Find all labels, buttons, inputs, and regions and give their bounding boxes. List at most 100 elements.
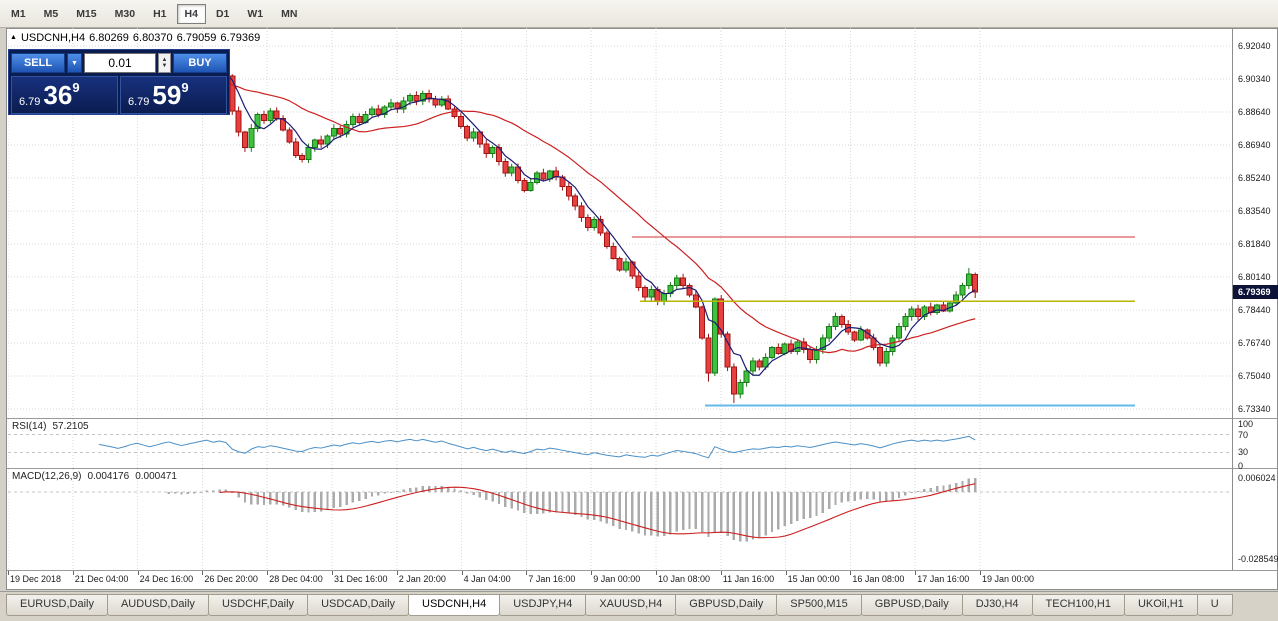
- expand-arrow-icon[interactable]: ▲: [10, 34, 17, 41]
- time-axis-tick: [785, 571, 787, 575]
- chart-tab-12[interactable]: UKOil,H1: [1123, 594, 1198, 616]
- buy-button[interactable]: BUY: [173, 53, 227, 73]
- price-axis-label: 6.90340: [1238, 74, 1271, 84]
- volume-input[interactable]: [84, 53, 156, 73]
- open-value: 6.80269: [89, 32, 129, 44]
- timeframe-button-m15[interactable]: M15: [68, 4, 104, 24]
- timeframe-button-m5[interactable]: M5: [36, 4, 67, 24]
- chart-tab-9[interactable]: GBPUSD,Daily: [860, 594, 963, 616]
- macd-signal-value: 0.000471: [135, 471, 177, 482]
- rsi-label: RSI(14) 57.2105: [12, 421, 95, 432]
- spinner-up-icon: ▲: [161, 57, 168, 63]
- time-axis-label: 2 Jan 20:00: [398, 574, 446, 584]
- chart-tab-13[interactable]: U: [1196, 594, 1233, 616]
- time-axis-tick: [8, 571, 9, 575]
- high-value: 6.80370: [132, 32, 173, 44]
- timeframe-button-m30[interactable]: M30: [107, 4, 143, 24]
- time-axis-tick: [332, 571, 333, 575]
- price-axis-label: 6.75040: [1238, 371, 1271, 381]
- macd-axis[interactable]: 0.006024 -0.028549: [1233, 469, 1278, 570]
- sell-price-prefix: 6.79: [19, 96, 41, 108]
- time-axis-label: 4 Jan 04:00: [463, 574, 511, 584]
- price-axis-label: 6.73340: [1238, 404, 1271, 414]
- chart-tab-10[interactable]: DJ30,H4: [961, 594, 1033, 616]
- chart-tab-11[interactable]: TECH100,H1: [1031, 594, 1125, 616]
- timeframe-button-h4[interactable]: H4: [176, 3, 206, 24]
- chart-ohlc-label: ▲ USDCNH,H4 6.80269 6.80370 6.79059 6.79369: [10, 32, 264, 44]
- time-axis-label: 28 Dec 04:00: [269, 574, 323, 584]
- symbol-label: USDCNH,H4: [20, 32, 86, 44]
- chart-tab-bar: EURUSD,Daily AUDUSD,Daily USDCHF,Daily USDC…: [0, 591, 1278, 621]
- sell-button[interactable]: SELL: [11, 53, 65, 73]
- price-axis-label: 6.86940: [1238, 140, 1271, 150]
- timeframe-button-mn[interactable]: MN: [273, 4, 305, 24]
- timeframe-button-h1[interactable]: H1: [145, 4, 174, 24]
- rsi-value: 57.2105: [52, 421, 89, 432]
- price-axis-label: 6.80140: [1238, 272, 1271, 282]
- close-value: 6.79369: [220, 32, 261, 44]
- price-axis-label: 6.78440: [1238, 305, 1271, 315]
- rsi-macd-divider: [7, 468, 1277, 469]
- time-axis-label: 9 Jan 00:00: [593, 574, 641, 584]
- rsi-axis[interactable]: 100 70 30 0: [1233, 419, 1278, 471]
- chart-background: [6, 28, 1278, 590]
- volume-spinner[interactable]: ▲ ▼: [158, 53, 171, 73]
- macd-plot[interactable]: [8, 469, 1232, 570]
- chart-tab-8[interactable]: SP500,M15: [776, 594, 862, 616]
- time-axis-tick: [202, 571, 204, 575]
- time-axis-tick: [396, 571, 398, 575]
- low-value: 6.79059: [176, 32, 217, 44]
- sell-price-big: 36: [43, 80, 73, 110]
- sell-price[interactable]: 6.79 36 9: [11, 76, 118, 114]
- price-axis-label: 6.92040: [1238, 41, 1271, 51]
- time-axis-tick: [656, 571, 657, 575]
- current-price-badge: 6.79369: [1233, 284, 1278, 299]
- price-axis-label: 6.83540: [1238, 206, 1271, 216]
- macd-label: MACD(12,26,9) 0.004176 0.000471: [12, 471, 183, 482]
- macd-main-value: 0.004176: [87, 471, 130, 482]
- time-axis-label: 19 Dec 2018: [10, 574, 62, 584]
- spinner-down-icon: ▼: [161, 63, 168, 69]
- time-axis-tick: [526, 571, 528, 575]
- time-axis-label: 21 Dec 04:00: [74, 574, 129, 584]
- time-axis-tick: [591, 571, 593, 575]
- macd-axis-label-bottom: -0.028549: [1238, 554, 1278, 565]
- buy-price-sup: 9: [181, 80, 189, 95]
- rsi-axis-label: 100: [1238, 419, 1254, 429]
- chart-tab-2[interactable]: USDCHF,Daily: [207, 594, 309, 616]
- timeframe-button-d1[interactable]: D1: [208, 4, 237, 24]
- rsi-axis-label: 0: [1238, 460, 1244, 471]
- one-click-trading-panel: SELL ▼ ▲ ▼ BUY 6.79 36 9 6.79 59 9: [8, 49, 230, 115]
- chevron-down-icon: ▼: [71, 59, 78, 67]
- main-chart-plot[interactable]: [8, 28, 1232, 418]
- chart-tab-3[interactable]: USDCAD,Daily: [307, 594, 410, 616]
- price-axis[interactable]: 6.92040 6.90340 6.88640 6.86940 6.85240 6.835…: [1233, 28, 1278, 418]
- price-axis-label: 6.88640: [1238, 107, 1271, 117]
- time-axis-tick: [72, 571, 74, 575]
- time-axis-tick: [461, 571, 463, 575]
- chart-tab-7[interactable]: GBPUSD,Daily: [675, 594, 778, 616]
- time-axis-label: 16 Jan 08:00: [852, 574, 905, 584]
- rsi-plot[interactable]: [8, 419, 1232, 468]
- buy-price-prefix: 6.79: [128, 96, 150, 108]
- timeframe-button-w1[interactable]: W1: [239, 4, 271, 24]
- volume-dropdown-button[interactable]: ▼: [67, 53, 82, 73]
- chart-tab-1[interactable]: AUDUSD,Daily: [106, 594, 209, 616]
- timeframe-button-m1[interactable]: M1: [3, 4, 34, 24]
- sell-price-sup: 9: [72, 80, 80, 95]
- rsi-name: RSI(14): [12, 421, 47, 432]
- macd-axis-label-top: 0.006024: [1238, 472, 1276, 483]
- time-axis-label: 31 Dec 16:00: [334, 574, 388, 584]
- chart-tab-5[interactable]: USDJPY,H4: [499, 594, 587, 616]
- price-axis-label: 6.76740: [1238, 338, 1271, 348]
- chart-tab-6[interactable]: XAUUSD,H4: [585, 594, 677, 616]
- chart-tab-4[interactable]: USDCNH,H4: [408, 594, 501, 616]
- price-axis-separator: [1232, 29, 1233, 570]
- chart-tab-0[interactable]: EURUSD,Daily: [6, 594, 108, 616]
- price-axis-label: 6.85240: [1238, 173, 1271, 183]
- time-axis-label: 7 Jan 16:00: [528, 574, 576, 584]
- buy-price[interactable]: 6.79 59 9: [120, 76, 227, 114]
- time-axis-label: 10 Jan 08:00: [658, 574, 711, 584]
- time-axis-tick: [720, 571, 722, 575]
